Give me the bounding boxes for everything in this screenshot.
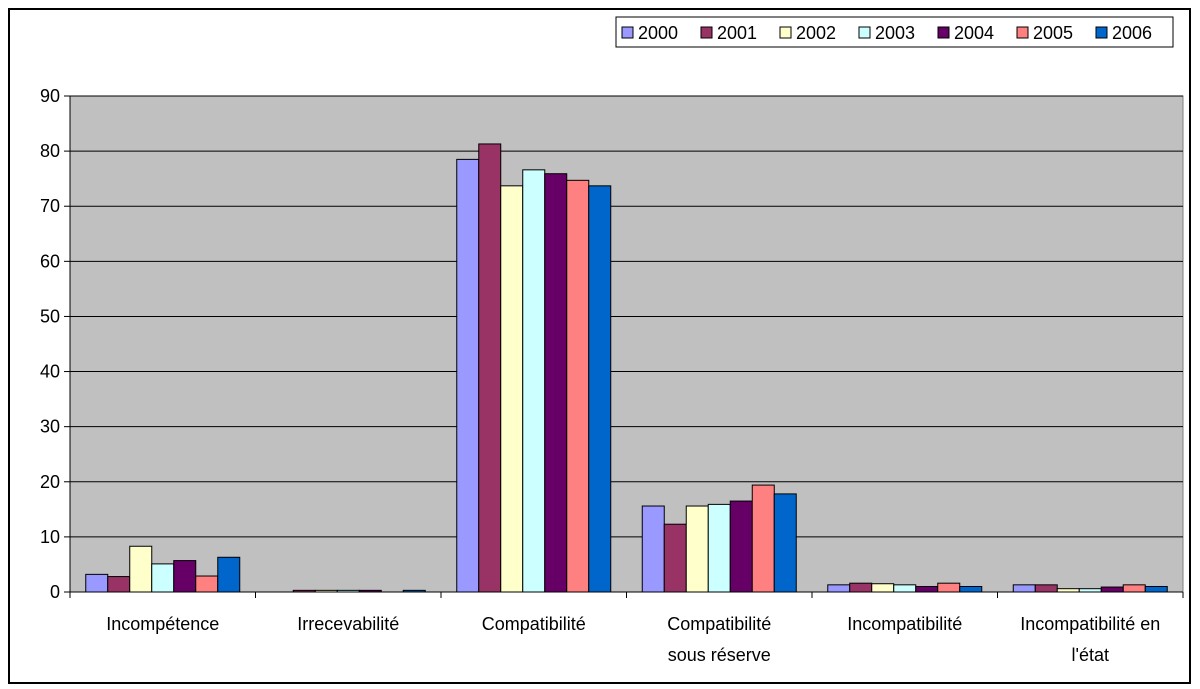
bar — [358, 589, 382, 593]
y-tick-label: 70 — [40, 196, 60, 216]
bar — [336, 589, 360, 593]
legend-swatch — [1095, 26, 1108, 39]
y-tick-label: 40 — [40, 362, 60, 382]
legend-label: 2005 — [1033, 23, 1073, 43]
x-category-label: Incompatibilité — [847, 614, 962, 634]
legend-swatch — [937, 26, 950, 39]
legend-swatch — [779, 26, 792, 39]
y-tick-label: 80 — [40, 141, 60, 161]
x-category-label: Incompatibilité en — [1020, 614, 1160, 634]
y-tick-label: 10 — [40, 527, 60, 547]
bar — [1012, 584, 1036, 593]
y-tick-label: 60 — [40, 251, 60, 271]
bar — [1078, 588, 1102, 593]
x-category-label: sous réserve — [668, 645, 771, 665]
bar — [959, 585, 983, 593]
bar — [292, 589, 316, 593]
bar — [773, 493, 797, 593]
x-category-label: l'état — [1072, 645, 1109, 665]
y-tick-label: 30 — [40, 417, 60, 437]
bar — [871, 583, 895, 593]
x-category-label: Compatibilité — [482, 614, 586, 634]
bar — [129, 545, 153, 593]
bar — [478, 143, 502, 593]
bar — [402, 589, 426, 593]
bar — [849, 582, 873, 593]
plot-area — [69, 95, 1184, 593]
y-tick-label: 0 — [50, 582, 60, 602]
x-category-label: Compatibilité — [667, 614, 771, 634]
bar — [685, 505, 709, 593]
bar — [937, 582, 961, 593]
bar — [827, 584, 851, 593]
bar — [915, 585, 939, 593]
legend-swatch — [700, 26, 713, 39]
bar — [663, 523, 687, 593]
legend-swatch — [858, 26, 871, 39]
bar — [1144, 585, 1168, 593]
bar — [707, 503, 731, 593]
legend-label: 2002 — [796, 23, 836, 43]
bar — [107, 576, 131, 593]
bar — [893, 584, 917, 593]
bar — [588, 185, 612, 593]
legend-label: 2006 — [1112, 23, 1152, 43]
legend-label: 2003 — [875, 23, 915, 43]
bar — [173, 560, 197, 593]
bar — [1034, 584, 1058, 593]
x-category-label: Irrecevabilité — [297, 614, 399, 634]
bar — [1056, 588, 1080, 593]
legend-label: 2000 — [638, 23, 678, 43]
bar — [1122, 584, 1146, 593]
bar — [500, 185, 524, 593]
x-category-label: Incompétence — [106, 614, 219, 634]
bar — [456, 158, 480, 593]
bar — [641, 505, 665, 593]
legend-swatch — [621, 26, 634, 39]
bar — [151, 563, 175, 593]
bar — [544, 173, 568, 593]
bar — [314, 589, 338, 593]
bar — [522, 169, 546, 593]
legend-label: 2004 — [954, 23, 994, 43]
y-tick-label: 50 — [40, 306, 60, 326]
y-tick-label: 90 — [40, 86, 60, 106]
bar — [566, 179, 590, 593]
bar — [217, 556, 241, 593]
y-tick-label: 20 — [40, 472, 60, 492]
bar — [1100, 586, 1124, 593]
bar — [751, 484, 775, 593]
legend-swatch — [1016, 26, 1029, 39]
bar — [729, 500, 753, 593]
bar — [85, 573, 109, 593]
legend-label: 2001 — [717, 23, 757, 43]
bar — [195, 575, 219, 593]
